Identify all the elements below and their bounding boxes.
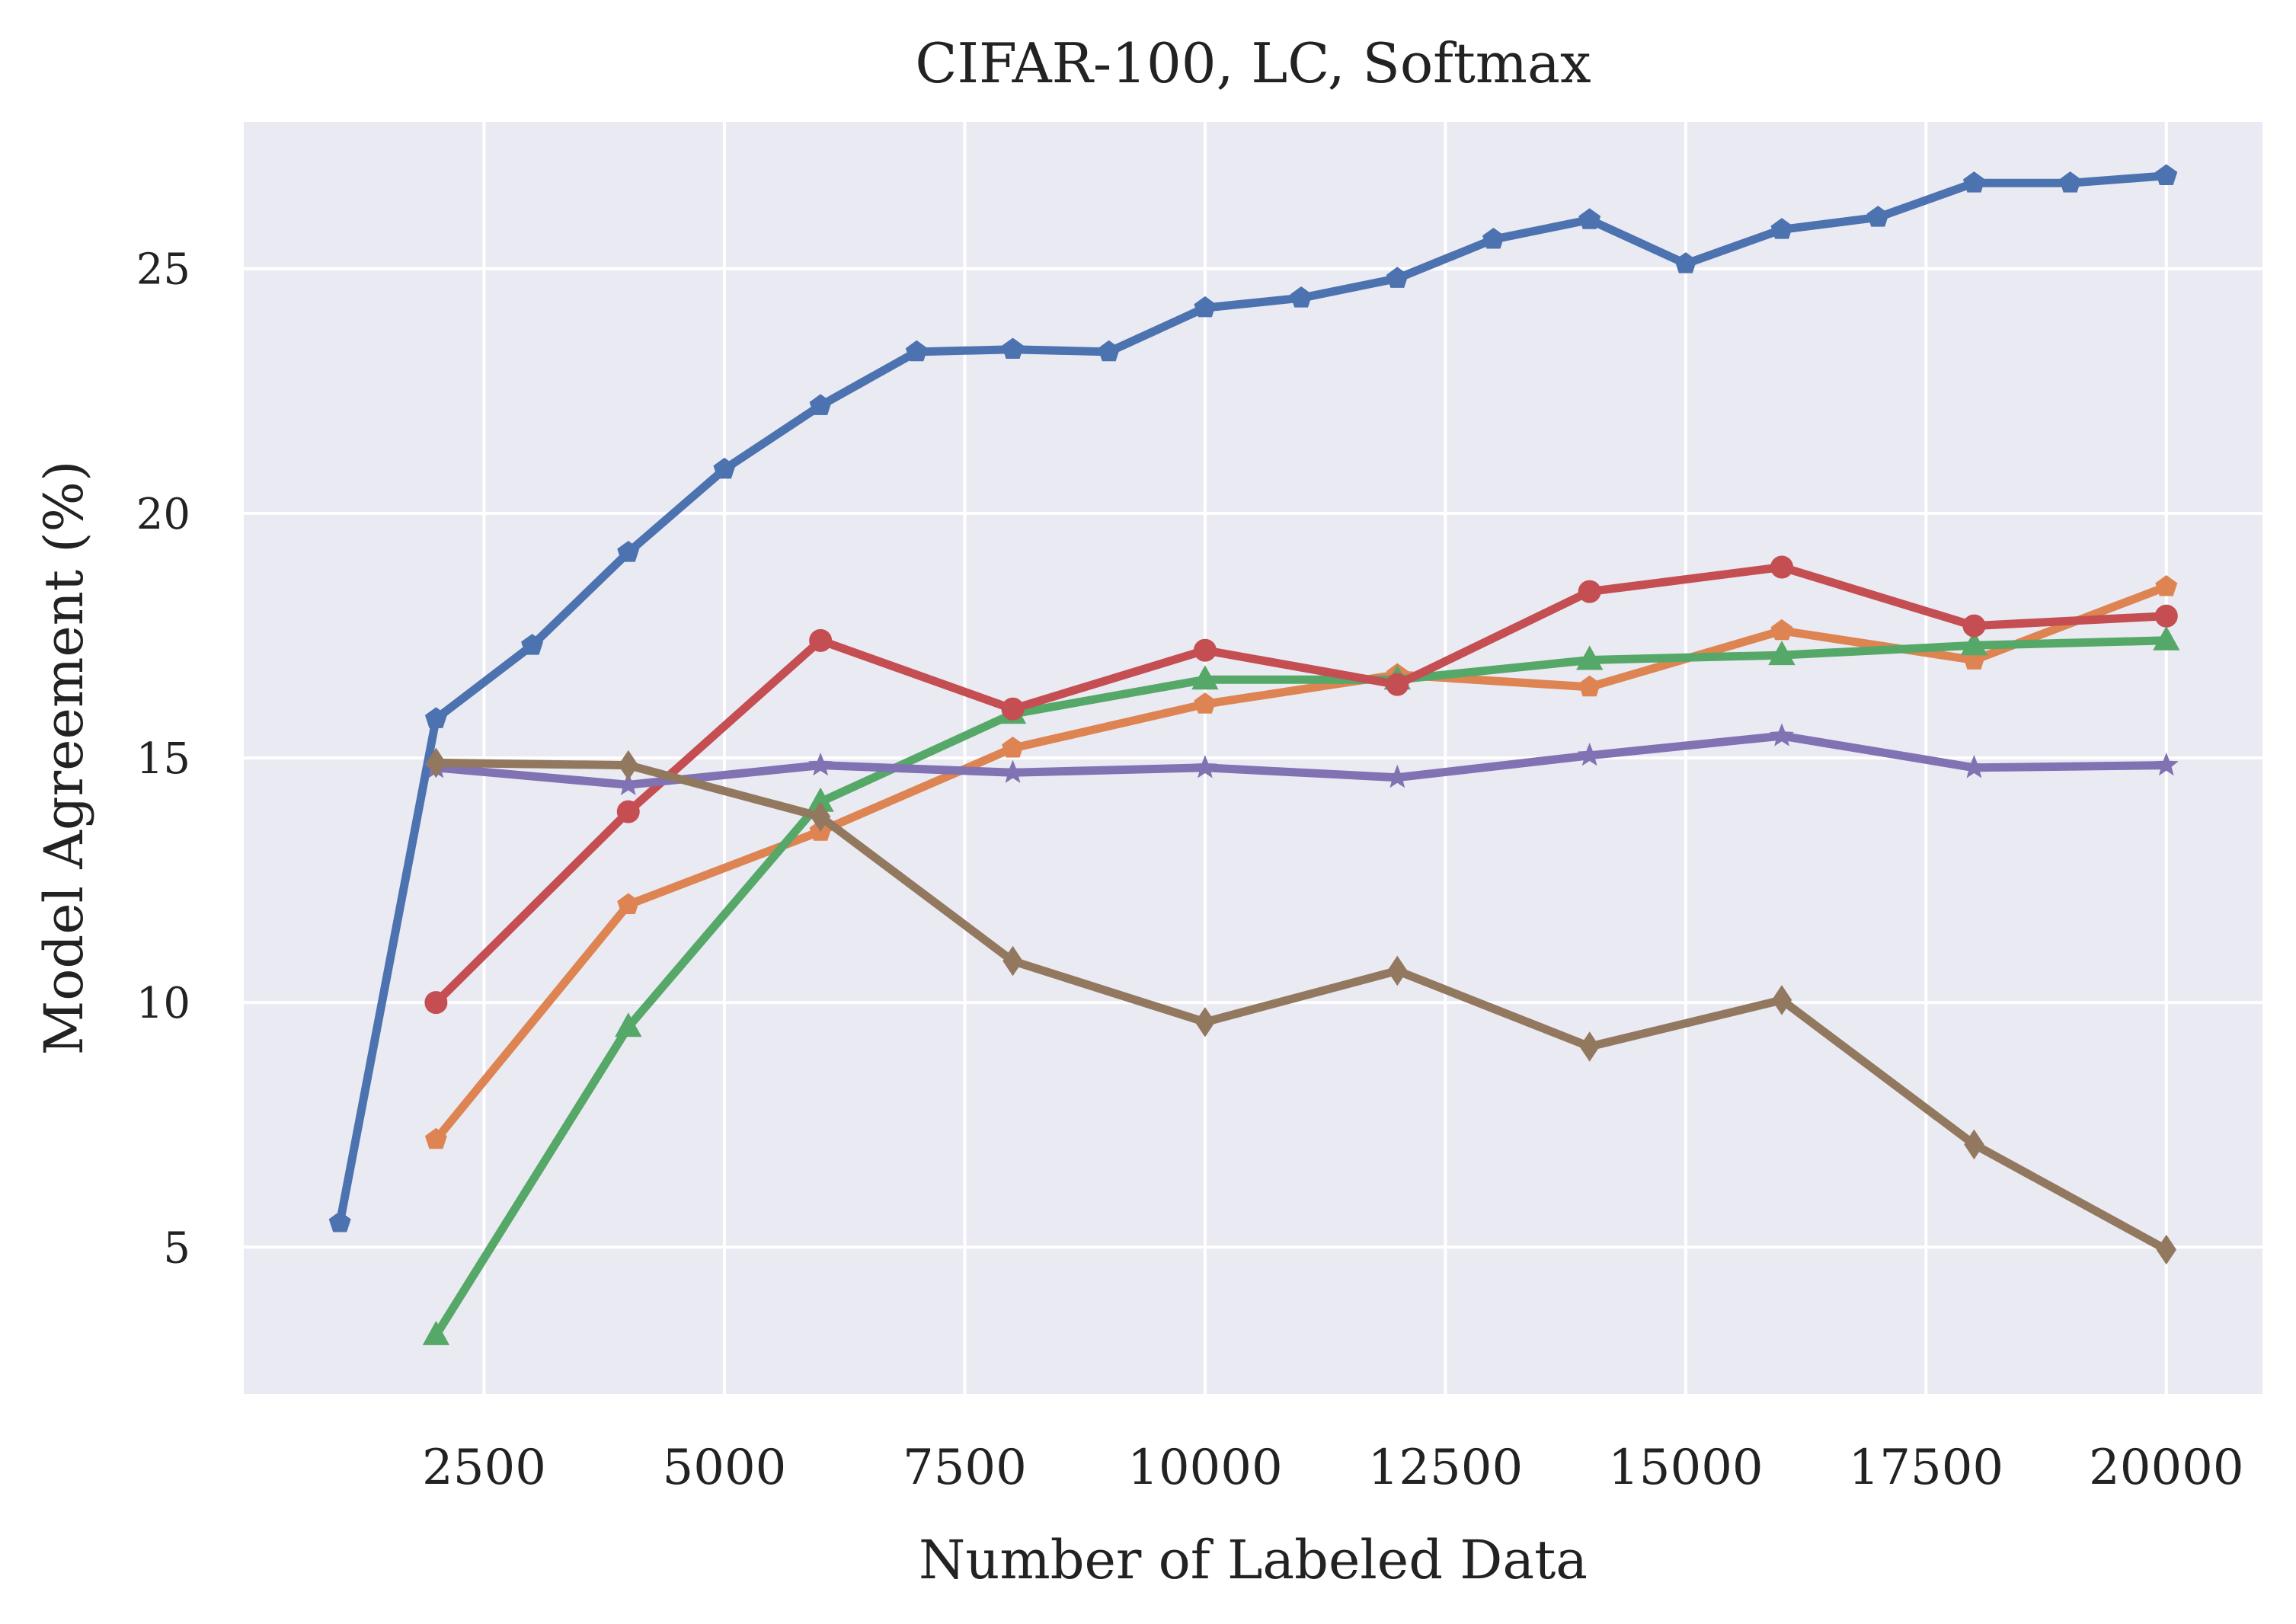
data-point bbox=[426, 747, 446, 778]
data-point bbox=[424, 1127, 447, 1149]
data-point bbox=[2155, 164, 2178, 185]
data-point bbox=[1003, 945, 1023, 977]
data-point bbox=[1386, 267, 1409, 288]
data-point bbox=[618, 750, 639, 781]
data-point bbox=[1962, 171, 1985, 193]
data-point bbox=[1290, 286, 1313, 308]
data-point bbox=[1964, 1129, 1984, 1160]
x-tick-label: 17500 bbox=[1849, 1440, 2004, 1496]
data-point bbox=[1674, 252, 1697, 273]
data-point bbox=[1770, 218, 1793, 239]
y-axis-label: Model Agreement (%) bbox=[33, 461, 95, 1056]
data-point bbox=[1866, 206, 1889, 227]
data-point bbox=[1192, 754, 1217, 778]
series-5 bbox=[424, 723, 2179, 795]
data-point bbox=[1482, 227, 1505, 249]
data-point bbox=[1194, 1006, 1216, 1037]
series-layer bbox=[328, 164, 2180, 1345]
y-tick-label: 20 bbox=[136, 490, 190, 539]
x-tick-label: 15000 bbox=[1608, 1440, 1764, 1496]
data-point bbox=[422, 1320, 450, 1345]
data-point bbox=[521, 634, 544, 655]
data-point bbox=[1576, 645, 1604, 670]
series-line bbox=[431, 758, 2171, 1254]
series-line bbox=[431, 731, 2171, 789]
data-point bbox=[1385, 764, 1410, 788]
x-tick-label: 5000 bbox=[663, 1440, 787, 1496]
data-point bbox=[1098, 340, 1121, 362]
data-point bbox=[424, 707, 447, 728]
data-point bbox=[2154, 752, 2179, 776]
y-tick-label: 25 bbox=[136, 245, 190, 295]
x-axis-label: Number of Labeled Data bbox=[919, 1529, 1588, 1591]
data-point bbox=[1387, 955, 1408, 986]
data-point bbox=[1386, 673, 1409, 696]
series-line bbox=[431, 563, 2171, 1007]
data-point bbox=[1770, 723, 1795, 746]
data-point bbox=[617, 540, 640, 562]
data-point bbox=[1579, 1031, 1600, 1062]
x-tick-label: 2500 bbox=[422, 1440, 546, 1496]
series-line bbox=[431, 582, 2171, 1144]
data-point bbox=[1002, 337, 1024, 359]
series-6 bbox=[426, 747, 2177, 1265]
data-point bbox=[1578, 208, 1601, 229]
y-tick-label: 5 bbox=[163, 1223, 190, 1273]
data-point bbox=[1962, 614, 1986, 638]
data-point bbox=[2155, 574, 2178, 596]
data-point bbox=[424, 991, 448, 1015]
y-tick-label: 15 bbox=[136, 734, 190, 784]
data-point bbox=[1578, 580, 1601, 603]
series-4 bbox=[424, 555, 2178, 1015]
data-point bbox=[1962, 755, 1987, 778]
data-point bbox=[1768, 641, 1796, 666]
data-point bbox=[2154, 604, 2178, 628]
data-point bbox=[1770, 619, 1793, 641]
y-tick-labels: 5 10 15 20 25 bbox=[136, 245, 190, 1274]
data-point bbox=[616, 772, 641, 795]
data-point bbox=[713, 457, 736, 479]
x-tick-labels: 2500 5000 7500 10000 12500 15000 17500 20000 bbox=[422, 1440, 2244, 1496]
data-point bbox=[1000, 759, 1025, 783]
x-tick-label: 10000 bbox=[1127, 1440, 1283, 1496]
data-point bbox=[809, 628, 833, 652]
data-point bbox=[1194, 692, 1217, 714]
series-line bbox=[431, 636, 2171, 1340]
series-line bbox=[335, 171, 2171, 1227]
data-point bbox=[2156, 1234, 2177, 1265]
data-point bbox=[617, 893, 640, 914]
chart-title: CIFAR-100, LC, Softmax bbox=[915, 31, 1591, 95]
data-point bbox=[2153, 625, 2180, 651]
data-point bbox=[1770, 555, 1794, 579]
data-point bbox=[328, 1210, 351, 1232]
data-point bbox=[1577, 743, 1602, 766]
data-point bbox=[808, 752, 833, 776]
data-point bbox=[1960, 631, 1988, 656]
data-point bbox=[616, 800, 640, 823]
data-point bbox=[1193, 638, 1217, 662]
data-point bbox=[1002, 736, 1024, 758]
data-point bbox=[1578, 675, 1601, 697]
data-point bbox=[2059, 171, 2082, 193]
x-tick-label: 12500 bbox=[1368, 1440, 1524, 1496]
data-point bbox=[905, 340, 928, 362]
y-tick-label: 10 bbox=[136, 979, 190, 1028]
data-point bbox=[1001, 697, 1025, 721]
x-tick-label: 20000 bbox=[2089, 1440, 2244, 1496]
x-tick-label: 7500 bbox=[903, 1440, 1027, 1496]
data-point bbox=[1771, 985, 1792, 1015]
series-1 bbox=[328, 164, 2178, 1232]
data-point bbox=[809, 394, 832, 415]
data-point bbox=[1194, 296, 1217, 318]
data-point bbox=[615, 1012, 642, 1037]
data-point bbox=[1191, 665, 1219, 690]
data-point bbox=[810, 801, 831, 832]
